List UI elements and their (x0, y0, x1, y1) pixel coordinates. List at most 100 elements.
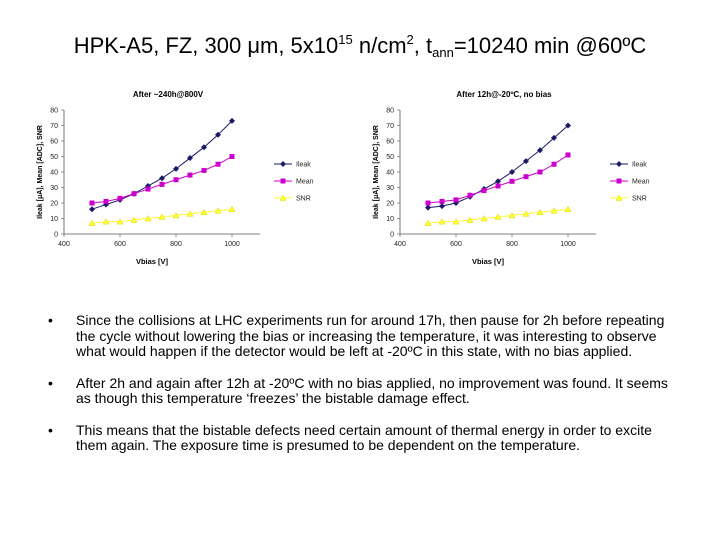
data-point (103, 198, 109, 204)
data-point (117, 195, 123, 201)
data-point (523, 158, 529, 165)
data-point (173, 165, 179, 172)
y-axis-label: Ileak [μA], Mean [ADC], SNR (37, 125, 44, 219)
data-point (466, 216, 474, 223)
data-point (494, 213, 502, 220)
y-tick-label: 40 (50, 170, 58, 177)
data-point (537, 169, 543, 175)
legend-label: Ileak (296, 162, 311, 169)
y-tick-label: 20 (50, 201, 58, 208)
bullet-text: Since the collisions at LHC experiments … (76, 312, 665, 359)
data-point (565, 152, 571, 158)
x-tick-label: 800 (170, 241, 182, 248)
title-unit: n/cm (352, 33, 407, 58)
data-point (159, 175, 165, 182)
x-tick-label: 1000 (224, 241, 240, 248)
data-point (480, 214, 488, 222)
data-point (425, 204, 431, 211)
data-point (214, 207, 222, 214)
data-point (89, 206, 95, 213)
series-ileak (425, 122, 571, 211)
data-point (102, 218, 110, 225)
data-point (215, 131, 221, 138)
title-subscript: ann (432, 45, 454, 60)
series-mean (425, 152, 571, 206)
bullet-text: After 2h and again after 12h at -20ºC wi… (76, 374, 668, 406)
title-exponent: 15 (338, 32, 353, 47)
legend-label: Ileak (632, 162, 647, 169)
legend-marker (616, 178, 622, 184)
bullet-marker: • (48, 312, 53, 328)
y-axis-label: Ileak [μA], Mean [ADC], SNR (373, 125, 380, 219)
y-tick-label: 20 (386, 201, 394, 208)
data-point (88, 219, 96, 226)
data-point (201, 144, 207, 151)
bullet-item: • This means that the bistable defects ne… (48, 421, 684, 454)
y-tick-label: 0 (54, 232, 58, 239)
y-tick-label: 50 (50, 154, 58, 161)
data-point (425, 200, 431, 206)
chart-after-12h: After 12h@-20ºC, no bias 0 10 20 30 40 50 60 70 8… (366, 84, 686, 274)
title-unit-exponent: 2 (406, 32, 414, 47)
data-point (200, 208, 208, 216)
chart-svg-left: After ~240h@800V 0 10 20 30 40 50 60 70 80 400 600 8… (37, 90, 314, 266)
data-point (187, 172, 193, 178)
title-t: , t (413, 33, 433, 58)
x-axis-label: Vbias [V] (472, 257, 505, 266)
y-tick-label: 30 (386, 185, 394, 192)
y-tick-label: 0 (390, 232, 394, 239)
y-tick-label: 60 (50, 139, 58, 146)
chart-title: After 12h@-20ºC, no bias (456, 90, 552, 99)
y-tick-label: 70 (386, 123, 394, 130)
data-point (173, 177, 179, 183)
data-point (158, 213, 166, 220)
chart-after-240h: After ~240h@800V 0 10 20 30 40 50 60 70 80 400 600 8… (30, 84, 350, 274)
data-point (550, 207, 558, 214)
series-snr (424, 205, 572, 226)
legend-label: Mean (632, 179, 650, 186)
legend-marker (280, 161, 286, 167)
data-point (551, 134, 557, 141)
legend-label: SNR (632, 196, 647, 203)
data-point (508, 211, 516, 219)
x-tick-label: 400 (58, 241, 70, 248)
bullet-marker: • (48, 374, 53, 391)
title-prefix: HPK-A5, FZ, 300 μm, 5x10 (73, 33, 339, 58)
series-ileak (89, 117, 235, 213)
chart-svg-right: After 12h@-20ºC, no bias 0 10 20 30 40 50 60 70 8… (373, 90, 650, 266)
x-tick-label: 600 (450, 241, 462, 248)
data-point (229, 117, 235, 124)
bullet-text: This means that the bistable defects nee… (76, 421, 652, 453)
title-suffix: =10240 min @60ºC (453, 33, 647, 58)
data-point (536, 208, 544, 216)
data-point (229, 154, 235, 159)
data-point (172, 211, 180, 219)
data-point (551, 161, 557, 167)
data-point (439, 198, 445, 204)
data-point (439, 203, 445, 210)
y-tick-label: 40 (386, 170, 394, 177)
series-mean (89, 154, 235, 206)
slide-title: HPK-A5, FZ, 300 μm, 5x1015 n/cm2, tann=1… (0, 32, 720, 60)
data-point (523, 174, 529, 180)
data-point (509, 169, 515, 175)
x-tick-label: 800 (506, 241, 518, 248)
y-tick-label: 80 (386, 108, 394, 115)
data-point (186, 210, 194, 217)
data-point (564, 205, 572, 212)
legend-label: Mean (296, 179, 314, 186)
y-tick-label: 60 (386, 139, 394, 146)
data-point (438, 218, 446, 225)
data-point (495, 178, 501, 185)
data-point (144, 214, 152, 222)
data-point (565, 122, 571, 129)
data-point (215, 161, 221, 167)
data-point (522, 210, 530, 217)
data-point (201, 167, 207, 173)
data-point (130, 216, 138, 223)
y-tick-label: 10 (386, 216, 394, 223)
legend-marker (279, 194, 287, 201)
x-tick-label: 400 (394, 241, 406, 248)
data-point (467, 192, 473, 198)
data-point (453, 197, 459, 203)
